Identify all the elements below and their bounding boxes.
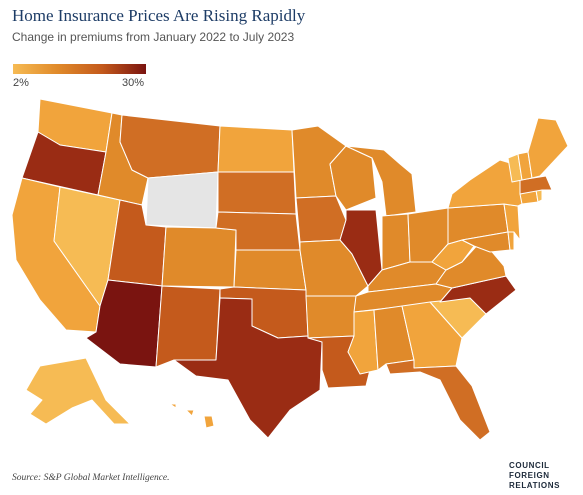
state-south-dakota <box>217 171 297 215</box>
state-new-mexico <box>155 285 221 368</box>
cfr-logo: COUNCIL FOREIGN RELATIONS <box>509 461 575 491</box>
state-colorado <box>161 226 237 288</box>
state-michigan <box>345 145 417 217</box>
state-maryland <box>461 231 511 253</box>
map-subtitle: Change in premiums from January 2022 to … <box>12 30 295 44</box>
state-iowa <box>295 195 347 243</box>
legend-min-label: 2% <box>13 77 29 89</box>
logo-line-2: FOREIGN <box>509 471 550 480</box>
state-massachusetts <box>519 175 553 195</box>
map-title: Home Insurance Prices Are Rising Rapidly <box>12 6 306 25</box>
source-note: Source: S&P Global Market Intelligence. <box>12 473 170 483</box>
state-florida <box>385 359 491 441</box>
state-arkansas <box>305 295 357 339</box>
state-alaska <box>25 357 131 425</box>
legend-color-scale <box>13 64 146 74</box>
legend-max-label: 30% <box>122 77 145 89</box>
logo-line-1: COUNCIL <box>509 461 550 470</box>
state-wyoming <box>145 171 219 229</box>
state-north-dakota <box>217 125 295 173</box>
state-illinois <box>339 209 383 287</box>
state-montana <box>119 114 221 179</box>
state-hawaii <box>169 403 215 429</box>
state-kansas <box>233 249 307 291</box>
state-indiana <box>381 213 411 271</box>
state-texas <box>173 297 323 439</box>
logo-line-3: RELATIONS <box>509 481 561 490</box>
state-maine <box>527 117 569 179</box>
